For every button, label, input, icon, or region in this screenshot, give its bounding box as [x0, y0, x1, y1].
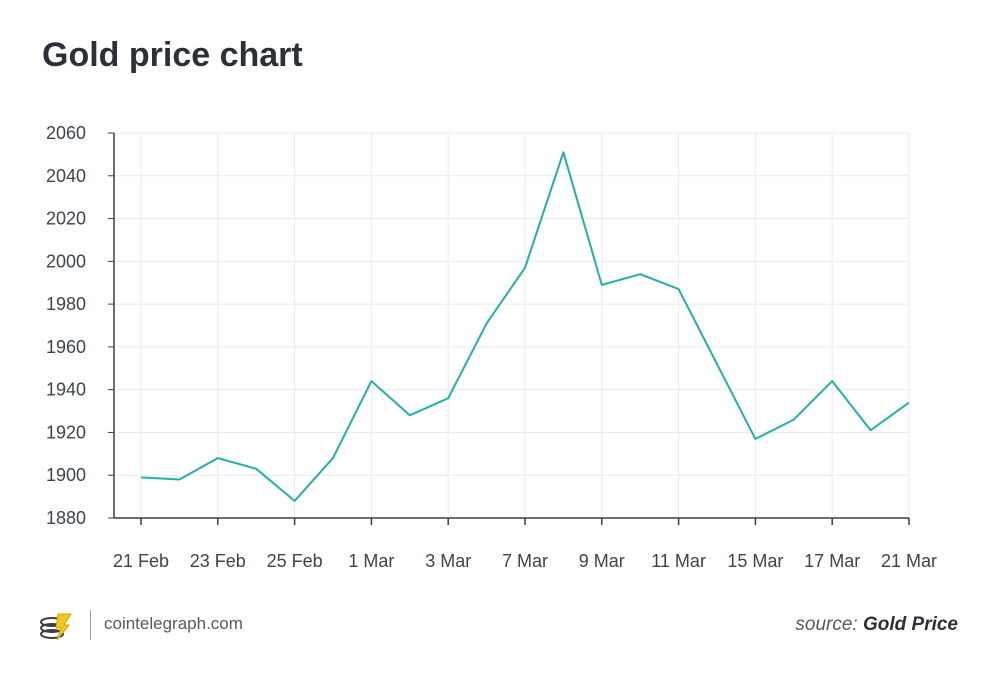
- x-tick-label: 21 Feb: [113, 551, 169, 571]
- data-point: [524, 267, 526, 269]
- x-tick-label: 23 Feb: [190, 551, 246, 571]
- x-tick-label: 3 Mar: [425, 551, 471, 571]
- footer-divider: [90, 610, 91, 640]
- data-point: [870, 429, 872, 431]
- x-tick-label: 1 Mar: [348, 551, 394, 571]
- data-point: [601, 284, 603, 286]
- x-tick-label: 15 Mar: [727, 551, 783, 571]
- y-axis-ticks: 1880 1900 1920 1940 1960 1980 2000 2020 2040 2060: [46, 123, 114, 528]
- cointelegraph-coins-icon: [40, 613, 72, 641]
- axes: [113, 133, 909, 519]
- y-tick-label: 1920: [46, 422, 86, 442]
- y-tick-label: 1960: [46, 337, 86, 357]
- data-point: [255, 468, 257, 470]
- y-tick-label: 2040: [46, 166, 86, 186]
- data-point: [217, 457, 219, 459]
- y-tick-label: 1940: [46, 380, 86, 400]
- x-tick-label: 11 Mar: [651, 551, 706, 571]
- data-point: [447, 397, 449, 399]
- data-point: [908, 402, 910, 404]
- data-point: [332, 457, 334, 459]
- data-point: [639, 273, 641, 275]
- gold-price-line-chart: 1880 1900 1920 1940 1960 1980 2000 2020 2040 2060…: [46, 123, 937, 571]
- data-point: [486, 322, 488, 324]
- data-point: [793, 419, 795, 421]
- x-tick-label: 25 Feb: [267, 551, 323, 571]
- source-prefix: source:: [795, 614, 858, 635]
- x-axis-ticks: 21 Feb 23 Feb 25 Feb 1 Mar 3 Mar 7 Mar 9 Mar 11…: [113, 518, 937, 571]
- x-tick-label: 21 Mar: [881, 551, 937, 571]
- data-point: [409, 414, 411, 416]
- data-point: [678, 288, 680, 290]
- data-point: [754, 438, 756, 440]
- y-tick-label: 2060: [46, 123, 86, 143]
- source-name: Gold Price: [862, 614, 958, 635]
- footer-site-name: cointelegraph.com: [104, 614, 243, 633]
- grid-lines: [114, 132, 910, 518]
- y-tick-label: 1900: [46, 465, 86, 485]
- gold-price-series-line: [140, 151, 910, 502]
- data-point: [370, 380, 372, 382]
- x-tick-label: 9 Mar: [579, 551, 625, 571]
- y-tick-label: 1980: [46, 294, 86, 314]
- chart-title: Gold price chart: [42, 36, 303, 74]
- data-point: [294, 500, 296, 502]
- footer-source: source: Gold Price: [795, 614, 958, 636]
- data-point: [831, 380, 833, 382]
- data-point: [140, 476, 142, 478]
- series-group: [140, 151, 910, 502]
- data-point: [716, 363, 718, 365]
- y-tick-label: 2020: [46, 209, 86, 229]
- y-tick-label: 2000: [46, 251, 86, 271]
- x-tick-label: 17 Mar: [804, 551, 860, 571]
- y-tick-label: 1880: [46, 508, 86, 528]
- data-point: [178, 479, 180, 481]
- x-tick-label: 7 Mar: [502, 551, 548, 571]
- data-point: [562, 151, 564, 153]
